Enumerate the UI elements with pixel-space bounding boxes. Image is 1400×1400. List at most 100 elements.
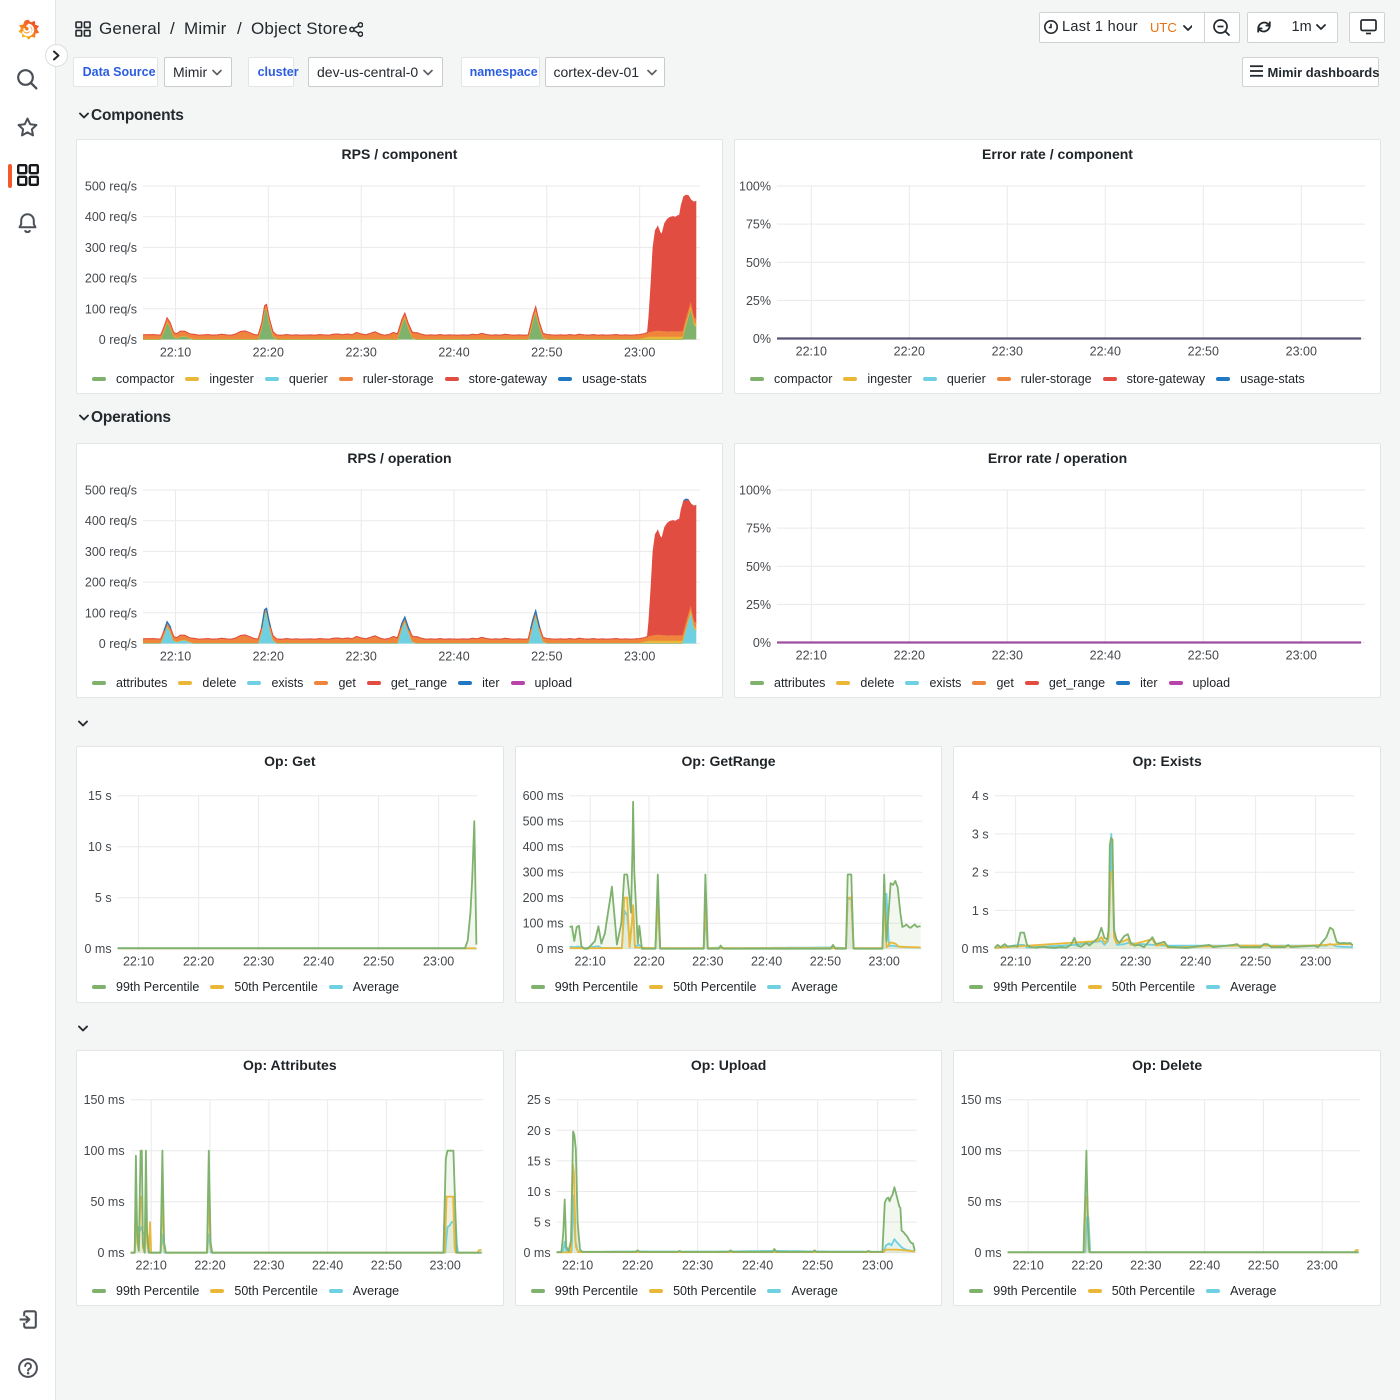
svg-text:100%: 100% (739, 180, 771, 194)
svg-text:22:50: 22:50 (531, 346, 562, 360)
svg-text:22:10: 22:10 (796, 649, 827, 663)
svg-text:23:00: 23:00 (862, 1259, 893, 1273)
svg-text:22:30: 22:30 (1130, 1259, 1161, 1273)
svg-text:22:20: 22:20 (894, 345, 925, 359)
svg-text:25%: 25% (746, 598, 771, 612)
svg-text:5 s: 5 s (95, 891, 112, 905)
svg-text:23:00: 23:00 (1307, 1259, 1338, 1273)
svg-text:22:20: 22:20 (633, 954, 664, 968)
svg-text:25%: 25% (746, 294, 771, 308)
svg-text:600 ms: 600 ms (522, 789, 563, 803)
svg-text:23:00: 23:00 (423, 954, 454, 968)
svg-text:400 ms: 400 ms (522, 840, 563, 854)
svg-text:22:10: 22:10 (160, 650, 191, 664)
svg-text:22:40: 22:40 (1090, 649, 1121, 663)
svg-text:1 s: 1 s (972, 903, 989, 917)
svg-text:22:40: 22:40 (742, 1259, 773, 1273)
svg-text:22:50: 22:50 (802, 1259, 833, 1273)
svg-text:0 req/s: 0 req/s (99, 637, 137, 651)
svg-text:15 s: 15 s (527, 1154, 551, 1168)
svg-text:0%: 0% (753, 332, 771, 346)
svg-text:22:40: 22:40 (312, 1259, 343, 1273)
svg-text:10 s: 10 s (88, 840, 112, 854)
svg-text:22:30: 22:30 (346, 650, 377, 664)
svg-text:22:10: 22:10 (1000, 954, 1031, 968)
svg-text:4 s: 4 s (972, 789, 989, 803)
svg-text:50%: 50% (746, 560, 771, 574)
svg-text:0 ms: 0 ms (962, 942, 989, 956)
svg-text:22:40: 22:40 (303, 954, 334, 968)
svg-text:22:50: 22:50 (371, 1259, 402, 1273)
svg-text:22:30: 22:30 (992, 345, 1023, 359)
svg-text:300 req/s: 300 req/s (85, 545, 137, 559)
svg-text:22:40: 22:40 (1180, 954, 1211, 968)
svg-text:22:50: 22:50 (363, 954, 394, 968)
svg-text:22:50: 22:50 (531, 650, 562, 664)
svg-text:22:30: 22:30 (253, 1259, 284, 1273)
svg-text:25 s: 25 s (527, 1093, 551, 1107)
svg-text:22:50: 22:50 (1240, 954, 1271, 968)
svg-text:150 ms: 150 ms (961, 1093, 1002, 1107)
svg-text:50 ms: 50 ms (968, 1195, 1002, 1209)
svg-text:23:00: 23:00 (1286, 345, 1317, 359)
svg-text:22:40: 22:40 (438, 650, 469, 664)
svg-text:22:20: 22:20 (253, 650, 284, 664)
svg-text:23:00: 23:00 (868, 954, 899, 968)
svg-text:22:20: 22:20 (1060, 954, 1091, 968)
svg-text:400 req/s: 400 req/s (85, 514, 137, 528)
svg-text:75%: 75% (746, 218, 771, 232)
svg-text:200 req/s: 200 req/s (85, 576, 137, 590)
svg-text:10 s: 10 s (527, 1185, 551, 1199)
svg-text:22:50: 22:50 (1188, 345, 1219, 359)
svg-text:22:10: 22:10 (160, 346, 191, 360)
svg-text:22:20: 22:20 (1072, 1259, 1103, 1273)
svg-text:100 req/s: 100 req/s (85, 606, 137, 620)
svg-text:50%: 50% (746, 256, 771, 270)
svg-text:22:10: 22:10 (123, 954, 154, 968)
svg-text:100 ms: 100 ms (84, 1144, 125, 1158)
svg-text:0 ms: 0 ms (975, 1246, 1002, 1260)
svg-text:500 ms: 500 ms (522, 814, 563, 828)
svg-text:22:40: 22:40 (438, 346, 469, 360)
svg-text:23:00: 23:00 (430, 1259, 461, 1273)
svg-text:3 s: 3 s (972, 827, 989, 841)
svg-text:0 req/s: 0 req/s (99, 333, 137, 347)
svg-text:150 ms: 150 ms (84, 1093, 125, 1107)
svg-text:500 req/s: 500 req/s (85, 484, 137, 498)
svg-text:22:30: 22:30 (1120, 954, 1151, 968)
svg-text:200 ms: 200 ms (522, 891, 563, 905)
svg-text:22:20: 22:20 (253, 346, 284, 360)
svg-text:300 req/s: 300 req/s (85, 241, 137, 255)
svg-text:22:20: 22:20 (194, 1259, 225, 1273)
svg-text:100%: 100% (739, 484, 771, 498)
svg-text:22:30: 22:30 (243, 954, 274, 968)
svg-text:22:40: 22:40 (1090, 345, 1121, 359)
svg-text:22:20: 22:20 (894, 649, 925, 663)
svg-text:22:20: 22:20 (622, 1259, 653, 1273)
svg-text:22:30: 22:30 (346, 346, 377, 360)
svg-text:23:00: 23:00 (1286, 649, 1317, 663)
svg-text:5 s: 5 s (534, 1216, 551, 1230)
svg-text:22:40: 22:40 (1189, 1259, 1220, 1273)
svg-text:100 ms: 100 ms (522, 916, 563, 930)
svg-text:300 ms: 300 ms (522, 865, 563, 879)
svg-text:200 req/s: 200 req/s (85, 272, 137, 286)
svg-text:400 req/s: 400 req/s (85, 210, 137, 224)
svg-text:22:30: 22:30 (692, 954, 723, 968)
svg-text:23:00: 23:00 (1300, 954, 1331, 968)
svg-text:22:10: 22:10 (136, 1259, 167, 1273)
svg-text:22:30: 22:30 (682, 1259, 713, 1273)
svg-text:22:10: 22:10 (796, 345, 827, 359)
svg-text:22:40: 22:40 (751, 954, 782, 968)
svg-text:75%: 75% (746, 522, 771, 536)
svg-text:22:30: 22:30 (992, 649, 1023, 663)
svg-text:500 req/s: 500 req/s (85, 180, 137, 194)
svg-text:22:10: 22:10 (562, 1259, 593, 1273)
svg-text:22:20: 22:20 (183, 954, 214, 968)
svg-text:23:00: 23:00 (624, 346, 655, 360)
svg-text:0 ms: 0 ms (85, 942, 112, 956)
svg-text:22:50: 22:50 (809, 954, 840, 968)
svg-text:15 s: 15 s (88, 789, 112, 803)
svg-text:23:00: 23:00 (624, 650, 655, 664)
svg-text:100 req/s: 100 req/s (85, 302, 137, 316)
